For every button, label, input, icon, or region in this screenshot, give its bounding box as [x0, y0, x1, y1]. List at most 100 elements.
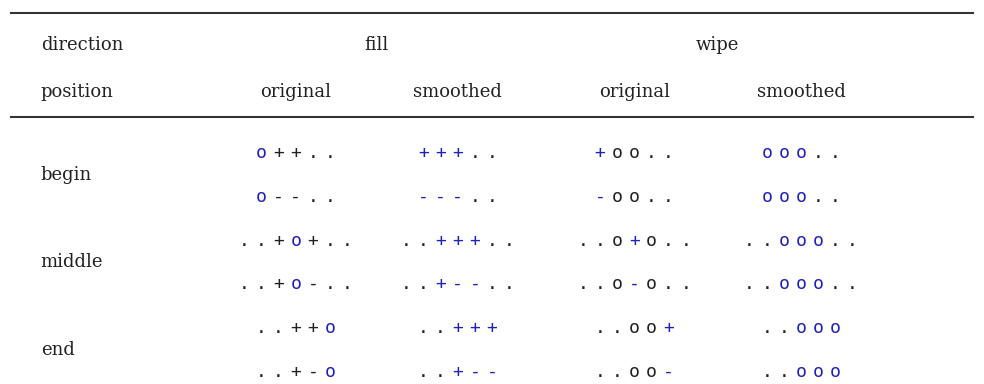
Text: middle: middle	[40, 253, 103, 271]
Text: -: -	[307, 275, 319, 293]
Text: .: .	[663, 144, 674, 162]
Text: +: +	[453, 144, 463, 162]
Text: o: o	[778, 232, 789, 250]
Text: +: +	[290, 319, 301, 337]
Text: o: o	[796, 362, 807, 381]
Text: .: .	[813, 144, 824, 162]
Text: end: end	[40, 341, 75, 359]
Text: .: .	[307, 144, 319, 162]
Text: .: .	[239, 275, 250, 293]
Text: +: +	[629, 232, 640, 250]
Text: o: o	[256, 144, 267, 162]
Text: o: o	[290, 232, 301, 250]
Text: +: +	[663, 319, 674, 337]
Text: .: .	[274, 319, 284, 337]
Text: .: .	[504, 232, 515, 250]
Text: +: +	[307, 232, 319, 250]
Text: .: .	[663, 188, 674, 206]
Text: .: .	[469, 188, 480, 206]
Text: -: -	[469, 362, 480, 381]
Text: o: o	[813, 275, 824, 293]
Text: .: .	[274, 362, 284, 381]
Text: .: .	[847, 232, 858, 250]
Text: .: .	[400, 275, 411, 293]
Text: .: .	[612, 362, 623, 381]
Text: o: o	[612, 275, 623, 293]
Text: .: .	[646, 188, 657, 206]
Text: +: +	[594, 144, 605, 162]
Text: .: .	[813, 188, 824, 206]
Text: .: .	[486, 144, 498, 162]
Text: -: -	[274, 188, 284, 206]
Text: .: .	[256, 232, 267, 250]
Text: o: o	[813, 232, 824, 250]
Text: .: .	[486, 232, 498, 250]
Text: -: -	[290, 188, 301, 206]
Text: -: -	[629, 275, 640, 293]
Text: .: .	[418, 275, 429, 293]
Text: +: +	[435, 232, 446, 250]
Text: .: .	[325, 144, 336, 162]
Text: .: .	[435, 319, 446, 337]
Text: .: .	[594, 319, 605, 337]
Text: .: .	[680, 275, 691, 293]
Text: o: o	[813, 319, 824, 337]
Text: .: .	[778, 362, 789, 381]
Text: .: .	[578, 232, 588, 250]
Text: fill: fill	[365, 36, 389, 54]
Text: .: .	[307, 188, 319, 206]
Text: +: +	[274, 144, 284, 162]
Text: -: -	[307, 362, 319, 381]
Text: -: -	[486, 362, 498, 381]
Text: o: o	[290, 275, 301, 293]
Text: -: -	[469, 275, 480, 293]
Text: +: +	[453, 319, 463, 337]
Text: .: .	[469, 144, 480, 162]
Text: o: o	[796, 188, 807, 206]
Text: o: o	[830, 319, 841, 337]
Text: smoothed: smoothed	[413, 83, 502, 101]
Text: +: +	[453, 362, 463, 381]
Text: o: o	[646, 232, 657, 250]
Text: -: -	[418, 188, 429, 206]
Text: o: o	[612, 144, 623, 162]
Text: o: o	[778, 188, 789, 206]
Text: wipe: wipe	[696, 36, 739, 54]
Text: +: +	[453, 232, 463, 250]
Text: .: .	[646, 144, 657, 162]
Text: o: o	[646, 275, 657, 293]
Text: .: .	[663, 232, 674, 250]
Text: o: o	[796, 232, 807, 250]
Text: smoothed: smoothed	[757, 83, 845, 101]
Text: -: -	[453, 275, 463, 293]
Text: .: .	[239, 232, 250, 250]
Text: begin: begin	[40, 166, 92, 184]
Text: .: .	[325, 275, 336, 293]
Text: .: .	[486, 188, 498, 206]
Text: o: o	[796, 319, 807, 337]
Text: o: o	[778, 275, 789, 293]
Text: original: original	[599, 83, 670, 101]
Text: .: .	[830, 188, 841, 206]
Text: .: .	[341, 275, 352, 293]
Text: o: o	[612, 188, 623, 206]
Text: .: .	[663, 275, 674, 293]
Text: +: +	[307, 319, 319, 337]
Text: .: .	[612, 319, 623, 337]
Text: .: .	[256, 362, 267, 381]
Text: position: position	[40, 83, 113, 101]
Text: .: .	[744, 275, 755, 293]
Text: .: .	[594, 362, 605, 381]
Text: o: o	[256, 188, 267, 206]
Text: +: +	[274, 232, 284, 250]
Text: .: .	[680, 232, 691, 250]
Text: .: .	[256, 319, 267, 337]
Text: +: +	[274, 275, 284, 293]
Text: -: -	[435, 188, 446, 206]
Text: .: .	[847, 275, 858, 293]
Text: .: .	[762, 232, 772, 250]
Text: o: o	[629, 362, 640, 381]
Text: .: .	[256, 275, 267, 293]
Text: +: +	[290, 144, 301, 162]
Text: o: o	[796, 275, 807, 293]
